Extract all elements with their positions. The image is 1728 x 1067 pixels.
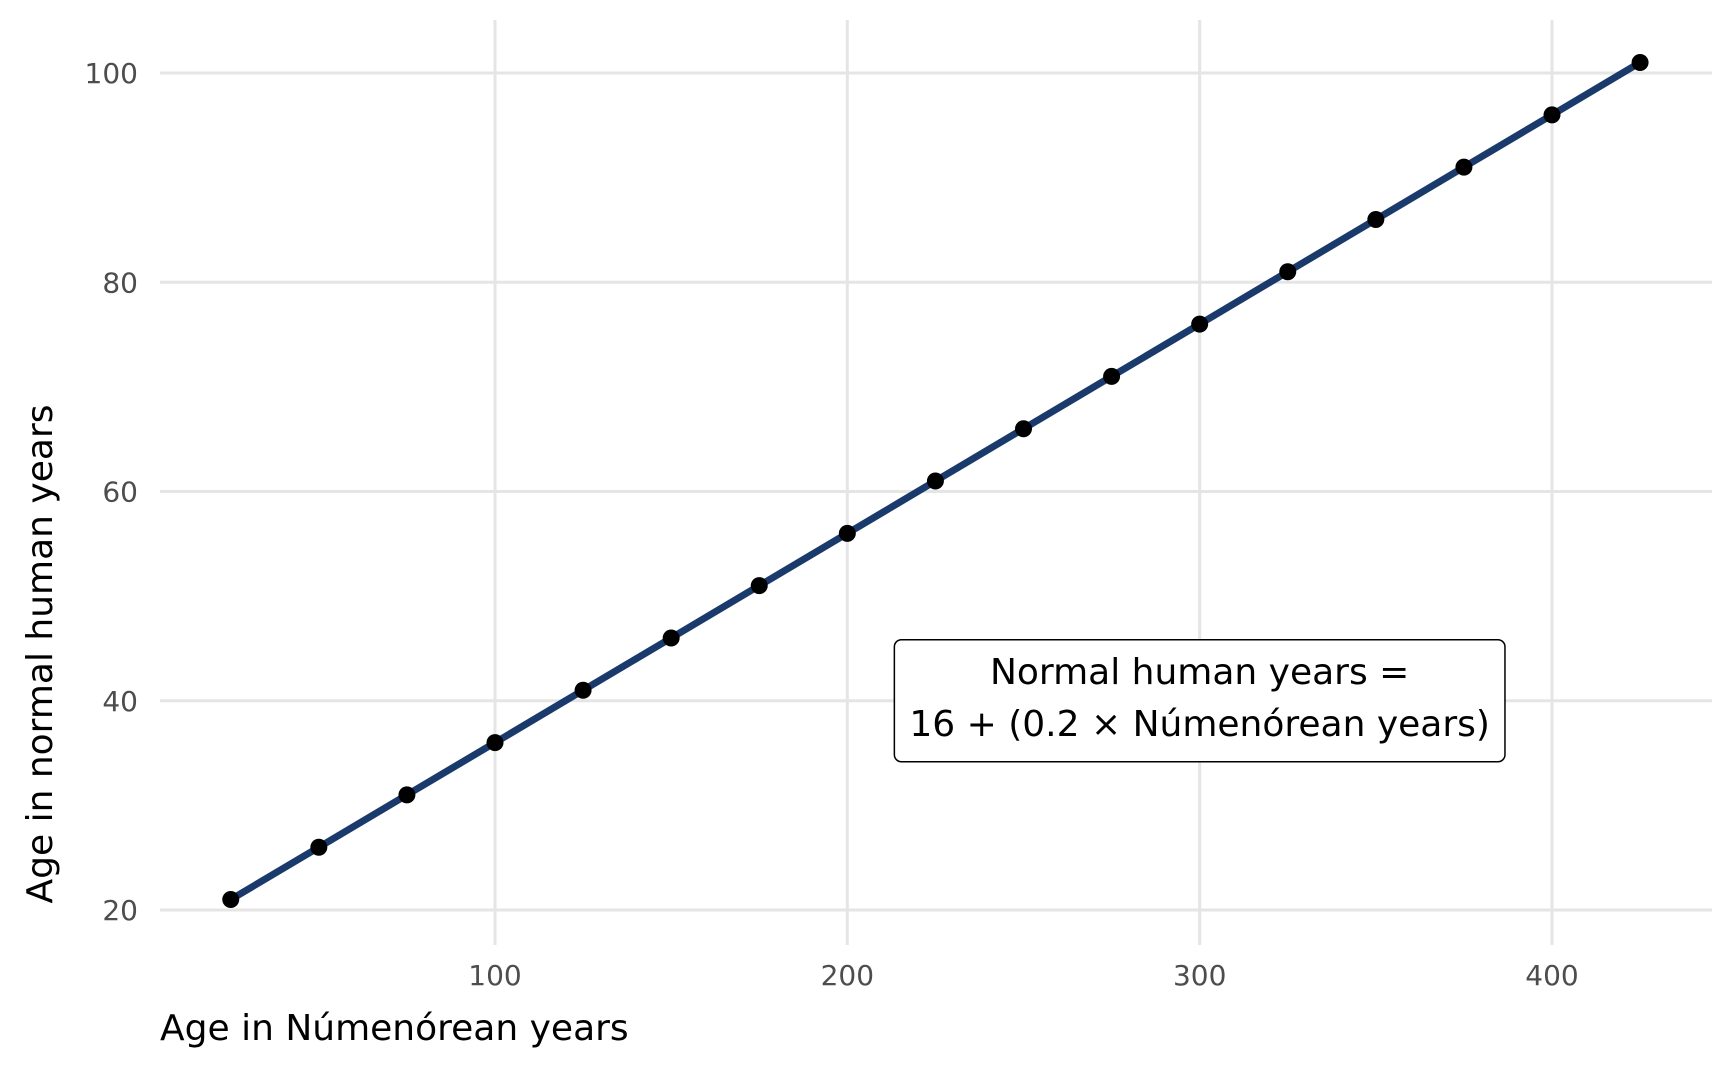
x-tick-label: 400 xyxy=(1525,959,1578,992)
x-tick-label: 300 xyxy=(1173,959,1226,992)
data-point xyxy=(398,786,416,804)
data-point xyxy=(574,681,592,699)
grid xyxy=(160,20,1712,945)
data-point xyxy=(926,472,944,490)
y-tick-label: 100 xyxy=(85,57,138,90)
data-point xyxy=(1015,420,1032,438)
data-point xyxy=(1367,210,1385,228)
y-tick-label: 60 xyxy=(102,476,138,509)
data-point xyxy=(486,734,504,752)
data-point xyxy=(1631,54,1649,72)
data-point xyxy=(310,838,328,856)
x-tick-label: 200 xyxy=(821,959,874,992)
data-point xyxy=(222,891,240,909)
data-point xyxy=(1543,106,1561,124)
data-points xyxy=(222,54,1649,909)
data-point xyxy=(1455,158,1473,176)
data-point xyxy=(662,629,680,647)
data-point xyxy=(838,524,856,542)
y-tick-label: 20 xyxy=(102,894,138,927)
annotation-line-2: 16 + (0.2 × Númenórean years) xyxy=(909,704,1490,745)
equation-annotation: Normal human years = 16 + (0.2 × Númenór… xyxy=(893,639,1506,763)
data-point xyxy=(1279,263,1297,281)
annotation-line-1: Normal human years = xyxy=(990,652,1409,693)
data-point xyxy=(750,577,768,595)
x-tick-label: 100 xyxy=(468,959,521,992)
data-point xyxy=(1103,367,1121,385)
x-tick-labels: 100 200 300 400 xyxy=(468,959,1578,992)
y-tick-labels: 20 40 60 80 100 xyxy=(85,57,138,927)
y-tick-label: 40 xyxy=(102,685,138,718)
data-point xyxy=(1191,315,1209,333)
y-axis-title: Age in normal human years xyxy=(20,404,61,903)
annotation-box xyxy=(893,639,1506,763)
x-axis-title: Age in Númenórean years xyxy=(160,1008,629,1049)
y-tick-label: 80 xyxy=(102,266,138,299)
